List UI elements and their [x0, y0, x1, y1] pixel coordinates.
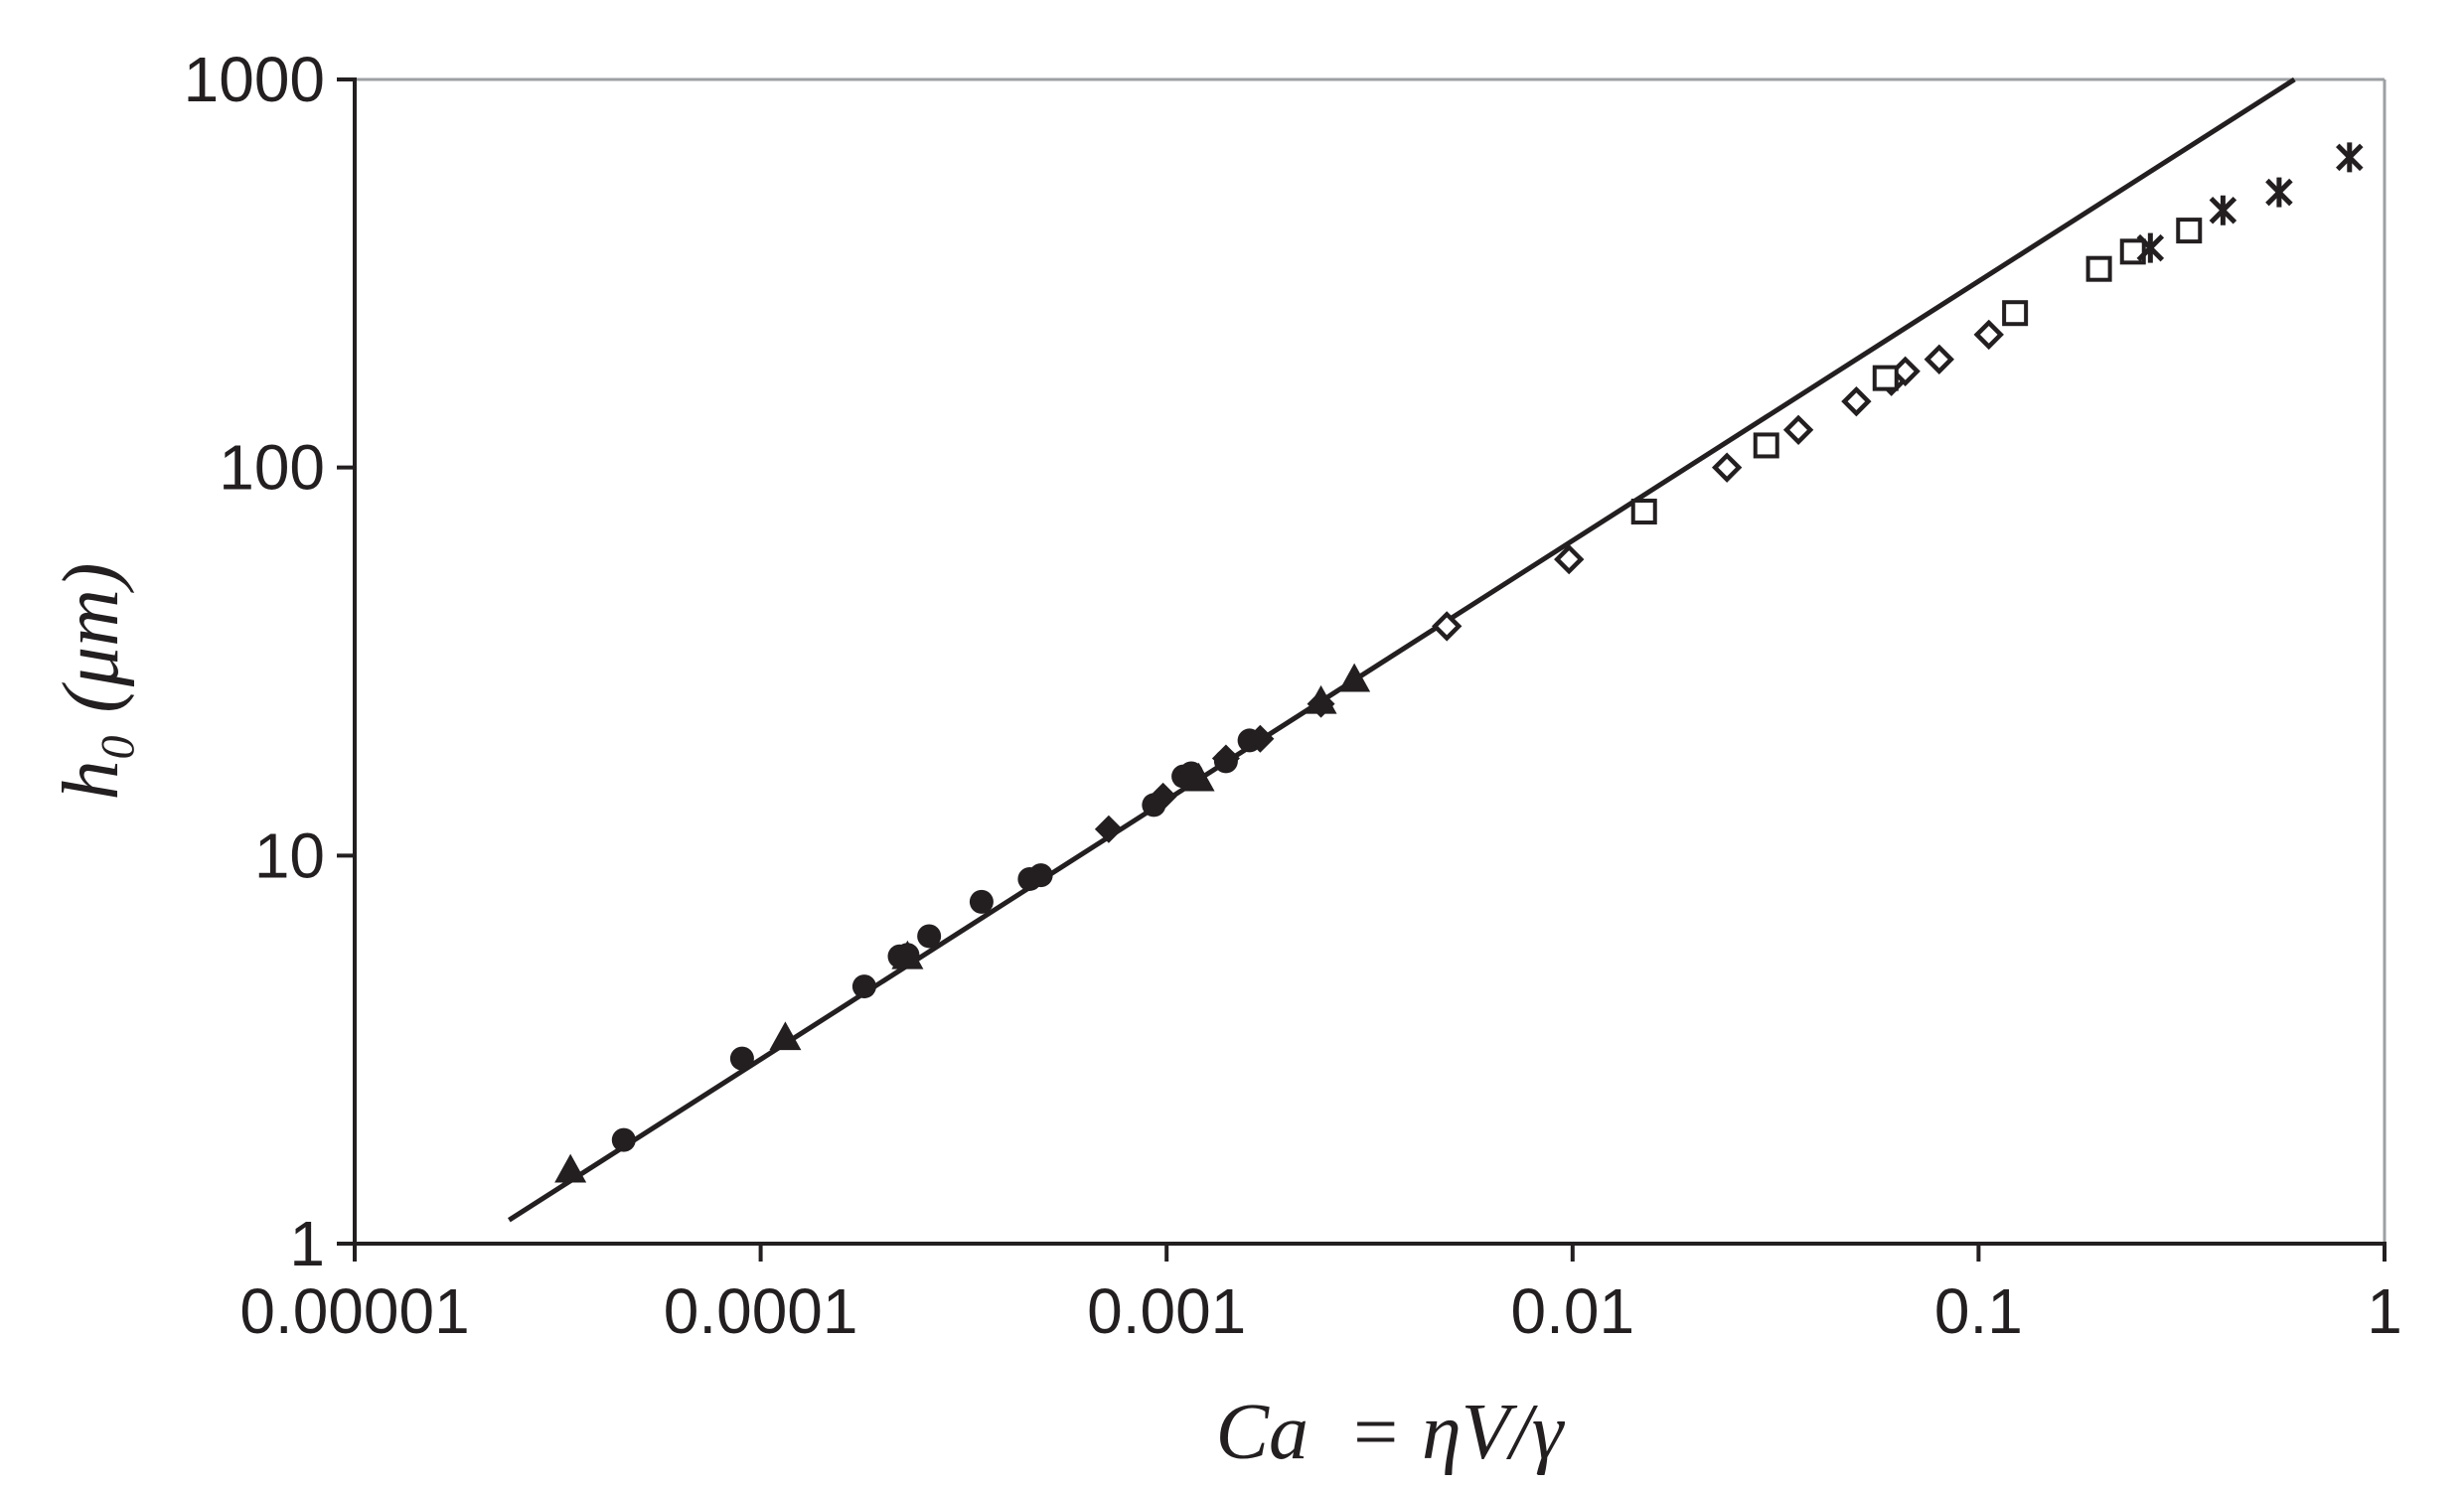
data-point-asterisk	[2265, 177, 2293, 208]
data-point-asterisk	[2136, 232, 2165, 263]
data-point-filled-triangle	[554, 1153, 587, 1183]
data-point-open-square	[1872, 365, 1899, 391]
data-point-filled-diamond	[1094, 815, 1123, 843]
fit-line-group	[508, 76, 2296, 1223]
data-point-open-diamond	[1432, 611, 1463, 642]
asterisk-stroke	[2336, 143, 2364, 172]
y-tick-label: 1000	[184, 44, 325, 115]
axes: 0.00001 0.0001 0.001 0.01 0.1 1 1 10 100 1000	[184, 44, 2402, 1347]
data-point-filled-diamond	[1149, 782, 1177, 811]
data-point-open-diamond	[1554, 543, 1585, 575]
data-point-filled-triangle	[1182, 762, 1215, 792]
data-point-filled-diamond	[1246, 724, 1275, 753]
x-tick-label: 0.0001	[664, 1275, 858, 1347]
data-point-open-square	[1630, 499, 1657, 525]
data-point-open-square	[1753, 432, 1779, 459]
data-point-filled-circle	[611, 1127, 636, 1152]
y-tick-label: 10	[254, 819, 325, 891]
x-tick-label: 0.00001	[239, 1275, 469, 1347]
data-point-open-diamond	[1973, 319, 2004, 351]
data-point-open-square	[2176, 218, 2203, 244]
x-tick-label: 0.001	[1087, 1275, 1246, 1347]
y-tick-label: 1	[289, 1208, 325, 1279]
asterisk-stroke	[2136, 233, 2165, 262]
x-tick-label: 0.1	[1934, 1275, 2023, 1347]
data-point-open-diamond	[1841, 385, 1872, 417]
data-point-filled-diamond	[1307, 689, 1335, 718]
data-point-open-diamond	[1711, 452, 1743, 483]
data-point-asterisk	[2209, 195, 2237, 225]
x-tick-label: 0.01	[1511, 1275, 1635, 1347]
data-point-filled-triangle	[1338, 663, 1371, 692]
data-point-filled-triangle	[769, 1021, 802, 1051]
data-point-filled-circle	[917, 924, 942, 949]
asterisk-stroke	[2209, 196, 2237, 224]
data-points	[554, 142, 2364, 1183]
y-axis-label: h₀ (μm)	[48, 562, 135, 800]
data-point-open-square	[2085, 255, 2112, 282]
data-point-asterisk	[2336, 142, 2364, 173]
x-axis-label: Ca = ηV/γ	[1216, 1389, 1566, 1476]
data-point-filled-circle	[729, 1046, 754, 1071]
asterisk-stroke	[2265, 178, 2293, 207]
data-point-open-square	[2002, 300, 2029, 327]
x-tick-label: 1	[2367, 1275, 2402, 1347]
y-tick-label: 100	[219, 432, 325, 504]
data-point-filled-triangle	[891, 940, 924, 969]
data-point-filled-circle	[851, 974, 876, 999]
data-point-filled-circle	[1028, 863, 1053, 888]
power-law-fit-line	[508, 76, 2296, 1223]
data-point-open-diamond	[1782, 414, 1814, 445]
axis-labels: Ca = ηV/γ h₀ (μm)	[48, 562, 1566, 1476]
data-point-filled-diamond	[1211, 744, 1240, 773]
data-point-filled-circle	[969, 889, 994, 914]
data-point-open-diamond	[1924, 344, 1954, 374]
